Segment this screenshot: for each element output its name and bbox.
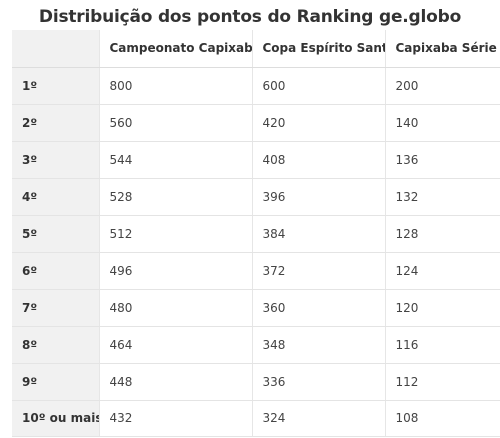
- capixaba-serie-b-points-cell: 136: [384, 141, 500, 179]
- campeonato-capixaba-points-cell: 480: [98, 289, 252, 327]
- capixaba-serie-b-points-cell: 112: [384, 363, 500, 401]
- table-header: Campeonato Capixaba Copa Espírito Santo …: [12, 30, 500, 68]
- row-position-label: 10º ou mais: [12, 400, 99, 437]
- header-row: Campeonato Capixaba Copa Espírito Santo …: [12, 30, 500, 68]
- table-row: 10º ou mais 432 324 108: [12, 400, 500, 437]
- campeonato-capixaba-points-cell: 560: [98, 104, 252, 142]
- table-row: 2º 560 420 140: [12, 104, 500, 142]
- table-row: 7º 480 360 120: [12, 289, 500, 327]
- table-row: 8º 464 348 116: [12, 326, 500, 364]
- capixaba-serie-b-points-cell: 128: [384, 215, 500, 253]
- campeonato-capixaba-points-cell: 512: [98, 215, 252, 253]
- campeonato-capixaba-points-cell: 800: [98, 67, 252, 105]
- copa-espirito-santo-points-cell: 420: [251, 104, 385, 142]
- copa-espirito-santo-points-cell: 600: [251, 67, 385, 105]
- copa-espirito-santo-points-cell: 408: [251, 141, 385, 179]
- campeonato-capixaba-points-cell: 464: [98, 326, 252, 364]
- campeonato-capixaba-points-cell: 432: [98, 400, 252, 437]
- page-title: Distribuição dos pontos do Ranking ge.gl…: [38, 7, 462, 27]
- column-header-campeonato-capixaba: Campeonato Capixaba: [98, 30, 252, 68]
- capixaba-serie-b-points-cell: 200: [384, 67, 500, 105]
- table-body: 1º 800 600 200 2º 560 420 140 3º 544 408 136 4º 528 39…: [12, 67, 500, 437]
- capixaba-serie-b-points-cell: 140: [384, 104, 500, 142]
- campeonato-capixaba-points-cell: 496: [98, 252, 252, 290]
- row-position-label: 1º: [12, 67, 99, 105]
- copa-espirito-santo-points-cell: 372: [251, 252, 385, 290]
- row-position-label: 9º: [12, 363, 99, 401]
- table-row: 5º 512 384 128: [12, 215, 500, 253]
- capixaba-serie-b-points-cell: 116: [384, 326, 500, 364]
- ranking-points-table: Campeonato Capixaba Copa Espírito Santo …: [12, 30, 500, 437]
- copa-espirito-santo-points-cell: 360: [251, 289, 385, 327]
- table-row: 1º 800 600 200: [12, 67, 500, 105]
- capixaba-serie-b-points-cell: 132: [384, 178, 500, 216]
- capixaba-serie-b-points-cell: 108: [384, 400, 500, 437]
- column-header-copa-espirito-santo: Copa Espírito Santo: [251, 30, 385, 68]
- row-position-label: 2º: [12, 104, 99, 142]
- copa-espirito-santo-points-cell: 336: [251, 363, 385, 401]
- row-position-label: 7º: [12, 289, 99, 327]
- row-position-label: 8º: [12, 326, 99, 364]
- campeonato-capixaba-points-cell: 448: [98, 363, 252, 401]
- row-position-label: 5º: [12, 215, 99, 253]
- table-row: 9º 448 336 112: [12, 363, 500, 401]
- copa-espirito-santo-points-cell: 396: [251, 178, 385, 216]
- capixaba-serie-b-points-cell: 124: [384, 252, 500, 290]
- copa-espirito-santo-points-cell: 384: [251, 215, 385, 253]
- copa-espirito-santo-points-cell: 324: [251, 400, 385, 437]
- row-position-label: 4º: [12, 178, 99, 216]
- row-position-label: 6º: [12, 252, 99, 290]
- table-row: 3º 544 408 136: [12, 141, 500, 179]
- campeonato-capixaba-points-cell: 528: [98, 178, 252, 216]
- row-position-label: 3º: [12, 141, 99, 179]
- campeonato-capixaba-points-cell: 544: [98, 141, 252, 179]
- header-corner-cell: [12, 30, 99, 68]
- column-header-capixaba-serie-b: Capixaba Série B: [384, 30, 500, 68]
- copa-espirito-santo-points-cell: 348: [251, 326, 385, 364]
- capixaba-serie-b-points-cell: 120: [384, 289, 500, 327]
- table-row: 6º 496 372 124: [12, 252, 500, 290]
- table-row: 4º 528 396 132: [12, 178, 500, 216]
